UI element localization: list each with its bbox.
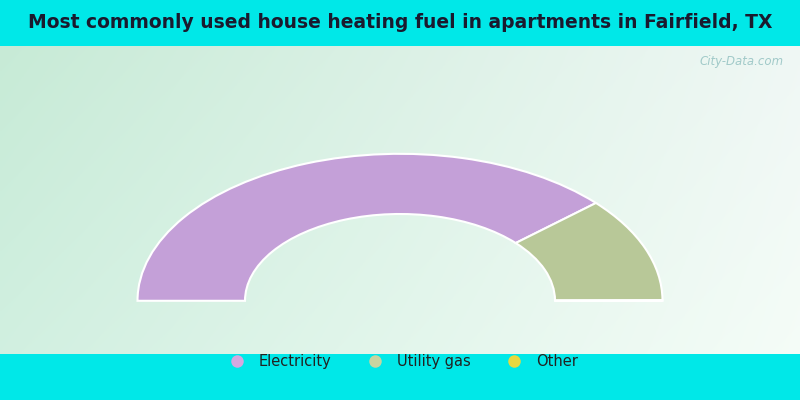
Wedge shape	[555, 300, 662, 301]
Text: City-Data.com: City-Data.com	[700, 55, 784, 68]
Legend: Electricity, Utility gas, Other: Electricity, Utility gas, Other	[218, 350, 582, 374]
Wedge shape	[138, 154, 596, 301]
Text: Most commonly used house heating fuel in apartments in Fairfield, TX: Most commonly used house heating fuel in…	[28, 14, 772, 32]
Wedge shape	[516, 203, 662, 300]
